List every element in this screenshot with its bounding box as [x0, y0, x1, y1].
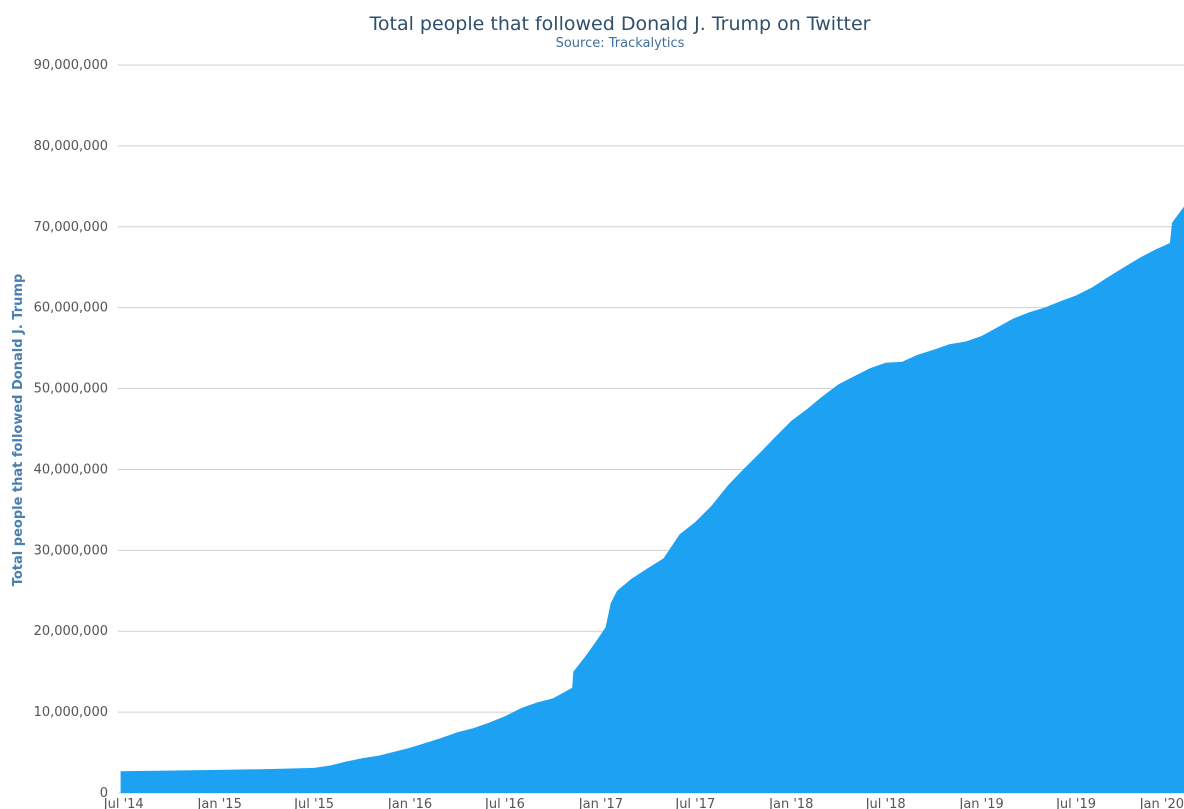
y-tick-label: 20,000,000: [34, 624, 108, 639]
x-tick-label: Jan '16: [387, 797, 432, 809]
y-tick-label: 70,000,000: [34, 220, 108, 235]
chart-title: Total people that followed Donald J. Tru…: [369, 13, 871, 35]
grid-layer: [118, 64, 1184, 794]
y-tick-label: 10,000,000: [34, 705, 108, 720]
y-axis-label: Total people that followed Donald J. Tru…: [11, 274, 26, 587]
x-tick-label: Jan '20: [1139, 797, 1184, 809]
y-tick-label: 90,000,000: [34, 58, 108, 73]
x-tick-label: Jul '17: [674, 797, 715, 809]
y-tick-label: 60,000,000: [34, 301, 108, 316]
x-tick-label: Jul '19: [1055, 797, 1096, 809]
y-tick-label: 40,000,000: [34, 462, 108, 477]
x-tick-label: Jan '17: [578, 797, 623, 809]
series-area: [120, 206, 1184, 793]
x-tick-label: Jan '19: [958, 797, 1003, 809]
y-tick-label: 50,000,000: [34, 382, 108, 397]
x-tick-label: Jan '15: [197, 797, 242, 809]
x-tick-label: Jul '18: [865, 797, 906, 809]
area-layer: [120, 206, 1184, 793]
y-tick-label: 80,000,000: [34, 139, 108, 154]
x-tick-label: Jan '18: [768, 797, 813, 809]
x-tick-label: Jul '15: [293, 797, 334, 809]
chart-subtitle: Source: Trackalytics: [556, 36, 685, 51]
x-tick-label: Jul '14: [103, 797, 144, 809]
y-tick-label: 0: [100, 786, 108, 801]
y-tick-layer: 0 10,000,000 20,000,000 30,000,000 40,000,00…: [34, 58, 108, 801]
y-tick-label: 30,000,000: [34, 543, 108, 558]
x-tick-layer: Jul '14 Jan '15 Jul '15 Jan '16 Jul '16 Jan '…: [103, 797, 1184, 809]
x-tick-label: Jul '16: [484, 797, 525, 809]
